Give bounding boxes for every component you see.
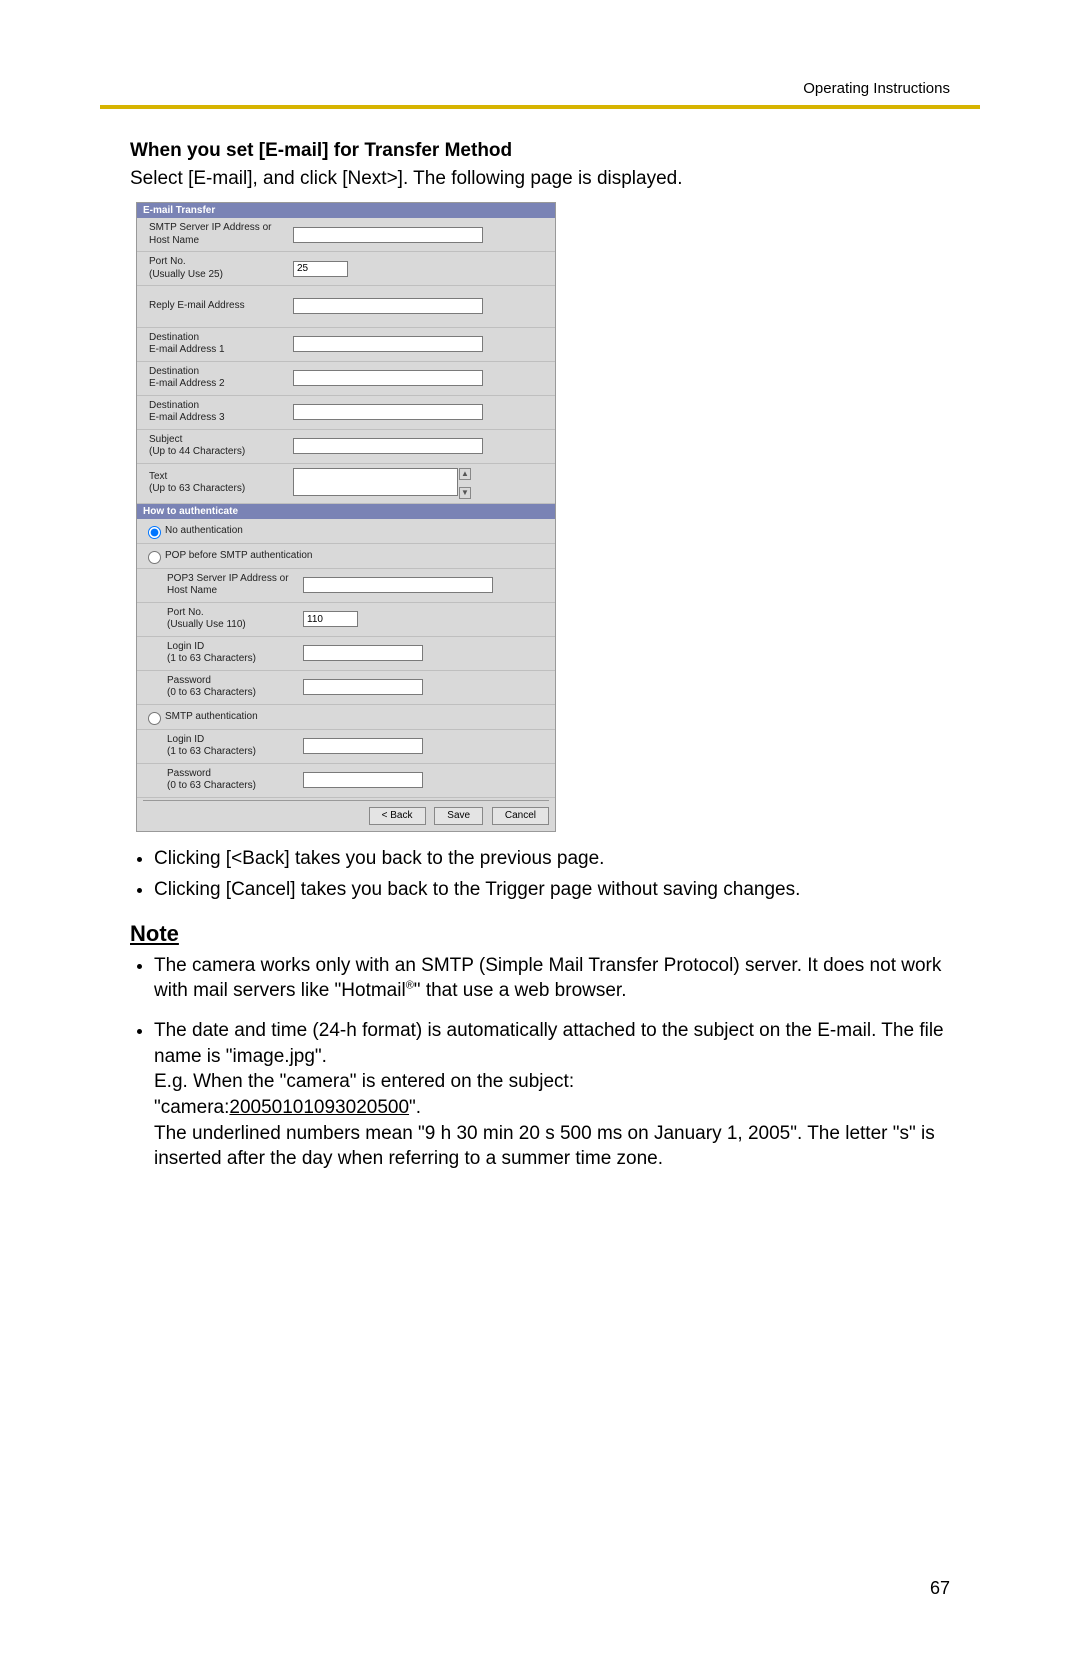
login2-input[interactable] xyxy=(303,738,423,754)
page: Operating Instructions When you set [E-m… xyxy=(0,0,1080,1669)
smtp-input[interactable] xyxy=(293,227,483,243)
dest2-label: Destination E-mail Address 2 xyxy=(137,361,287,395)
popbefore-radio-label[interactable]: POP before SMTP authentication xyxy=(143,550,313,561)
email-fields-table: SMTP Server IP Address or Host Name Port… xyxy=(137,218,555,504)
smtpauth-table: SMTP authentication xyxy=(137,705,555,730)
bullets: Clicking [<Back] takes you back to the p… xyxy=(154,846,950,903)
subject-label: Subject (Up to 44 Characters) xyxy=(137,429,287,463)
smtpauth-radio[interactable] xyxy=(148,712,161,725)
bullet-cancel: Clicking [Cancel] takes you back to the … xyxy=(154,877,950,903)
dest3-input[interactable] xyxy=(293,404,483,420)
header-right: Operating Instructions xyxy=(803,80,950,97)
dest1-label: Destination E-mail Address 1 xyxy=(137,327,287,361)
pop3-input[interactable] xyxy=(303,577,493,593)
popbefore-radio[interactable] xyxy=(148,551,161,564)
note-2d: The underlined numbers mean "9 h 30 min … xyxy=(154,1123,935,1170)
smtp-label: SMTP Server IP Address or Host Name xyxy=(137,218,287,252)
notes-list: The camera works only with an SMTP (Simp… xyxy=(154,953,950,1172)
button-row: < Back Save Cancel xyxy=(137,801,555,831)
text-input[interactable] xyxy=(293,468,458,496)
gold-divider xyxy=(100,105,980,109)
noauth-text: No authentication xyxy=(165,525,243,536)
popbefore-text: POP before SMTP authentication xyxy=(165,550,313,561)
note-2b: E.g. When the "camera" is entered on the… xyxy=(154,1071,574,1092)
section-intro: Select [E-mail], and click [Next>]. The … xyxy=(130,168,950,190)
auth-table: No authentication POP before SMTP authen… xyxy=(137,519,555,569)
registered-icon: ® xyxy=(406,980,414,992)
login1-input[interactable] xyxy=(303,645,423,661)
note-2: The date and time (24-h format) is autom… xyxy=(154,1018,950,1172)
noauth-radio-label[interactable]: No authentication xyxy=(143,525,243,536)
pop3-fields: POP3 Server IP Address or Host Name Port… xyxy=(137,569,555,705)
pass1-input[interactable] xyxy=(303,679,423,695)
scroll-down-icon[interactable]: ▼ xyxy=(459,487,471,499)
bullet-back: Clicking [<Back] takes you back to the p… xyxy=(154,846,950,872)
smtpauth-radio-label[interactable]: SMTP authentication xyxy=(143,711,258,722)
pass1-label: Password (0 to 63 Characters) xyxy=(137,670,297,704)
pop3-label: POP3 Server IP Address or Host Name xyxy=(137,569,297,603)
cancel-button[interactable]: Cancel xyxy=(492,807,549,825)
dest2-input[interactable] xyxy=(293,370,483,386)
reply-label: Reply E-mail Address xyxy=(137,286,287,328)
login2-label: Login ID (1 to 63 Characters) xyxy=(137,730,297,764)
save-button[interactable]: Save xyxy=(434,807,483,825)
scroll-up-icon[interactable]: ▲ xyxy=(459,468,471,480)
note-2c-pre: "camera: xyxy=(154,1097,229,1118)
email-transfer-header: E-mail Transfer xyxy=(137,203,555,218)
auth-header: How to authenticate xyxy=(137,504,555,519)
port-label: Port No. (Usually Use 25) xyxy=(137,252,287,286)
note-1b: " that use a web browser. xyxy=(414,980,627,1001)
note-2c-und: 20050101093020500 xyxy=(229,1097,409,1118)
pass2-input[interactable] xyxy=(303,772,423,788)
port-input[interactable] xyxy=(293,261,348,277)
smtpauth-text: SMTP authentication xyxy=(165,711,258,722)
pass2-label: Password (0 to 63 Characters) xyxy=(137,763,297,797)
back-button[interactable]: < Back xyxy=(369,807,426,825)
note-2c-post: ". xyxy=(409,1097,421,1118)
pop3port-label: Port No. (Usually Use 110) xyxy=(137,602,297,636)
content: When you set [E-mail] for Transfer Metho… xyxy=(130,140,950,1172)
noauth-radio[interactable] xyxy=(148,526,161,539)
reply-input[interactable] xyxy=(293,298,483,314)
page-number: 67 xyxy=(930,1578,950,1599)
pop3port-input[interactable] xyxy=(303,611,358,627)
text-label: Text (Up to 63 Characters) xyxy=(137,463,287,503)
subject-input[interactable] xyxy=(293,438,483,454)
email-transfer-form: E-mail Transfer SMTP Server IP Address o… xyxy=(136,202,556,832)
login1-label: Login ID (1 to 63 Characters) xyxy=(137,636,297,670)
note-heading: Note xyxy=(130,921,950,947)
section-title: When you set [E-mail] for Transfer Metho… xyxy=(130,140,950,162)
dest3-label: Destination E-mail Address 3 xyxy=(137,395,287,429)
smtpauth-fields: Login ID (1 to 63 Characters) Password (… xyxy=(137,730,555,798)
dest1-input[interactable] xyxy=(293,336,483,352)
note-2a: The date and time (24-h format) is autom… xyxy=(154,1020,944,1067)
note-1: The camera works only with an SMTP (Simp… xyxy=(154,953,950,1004)
